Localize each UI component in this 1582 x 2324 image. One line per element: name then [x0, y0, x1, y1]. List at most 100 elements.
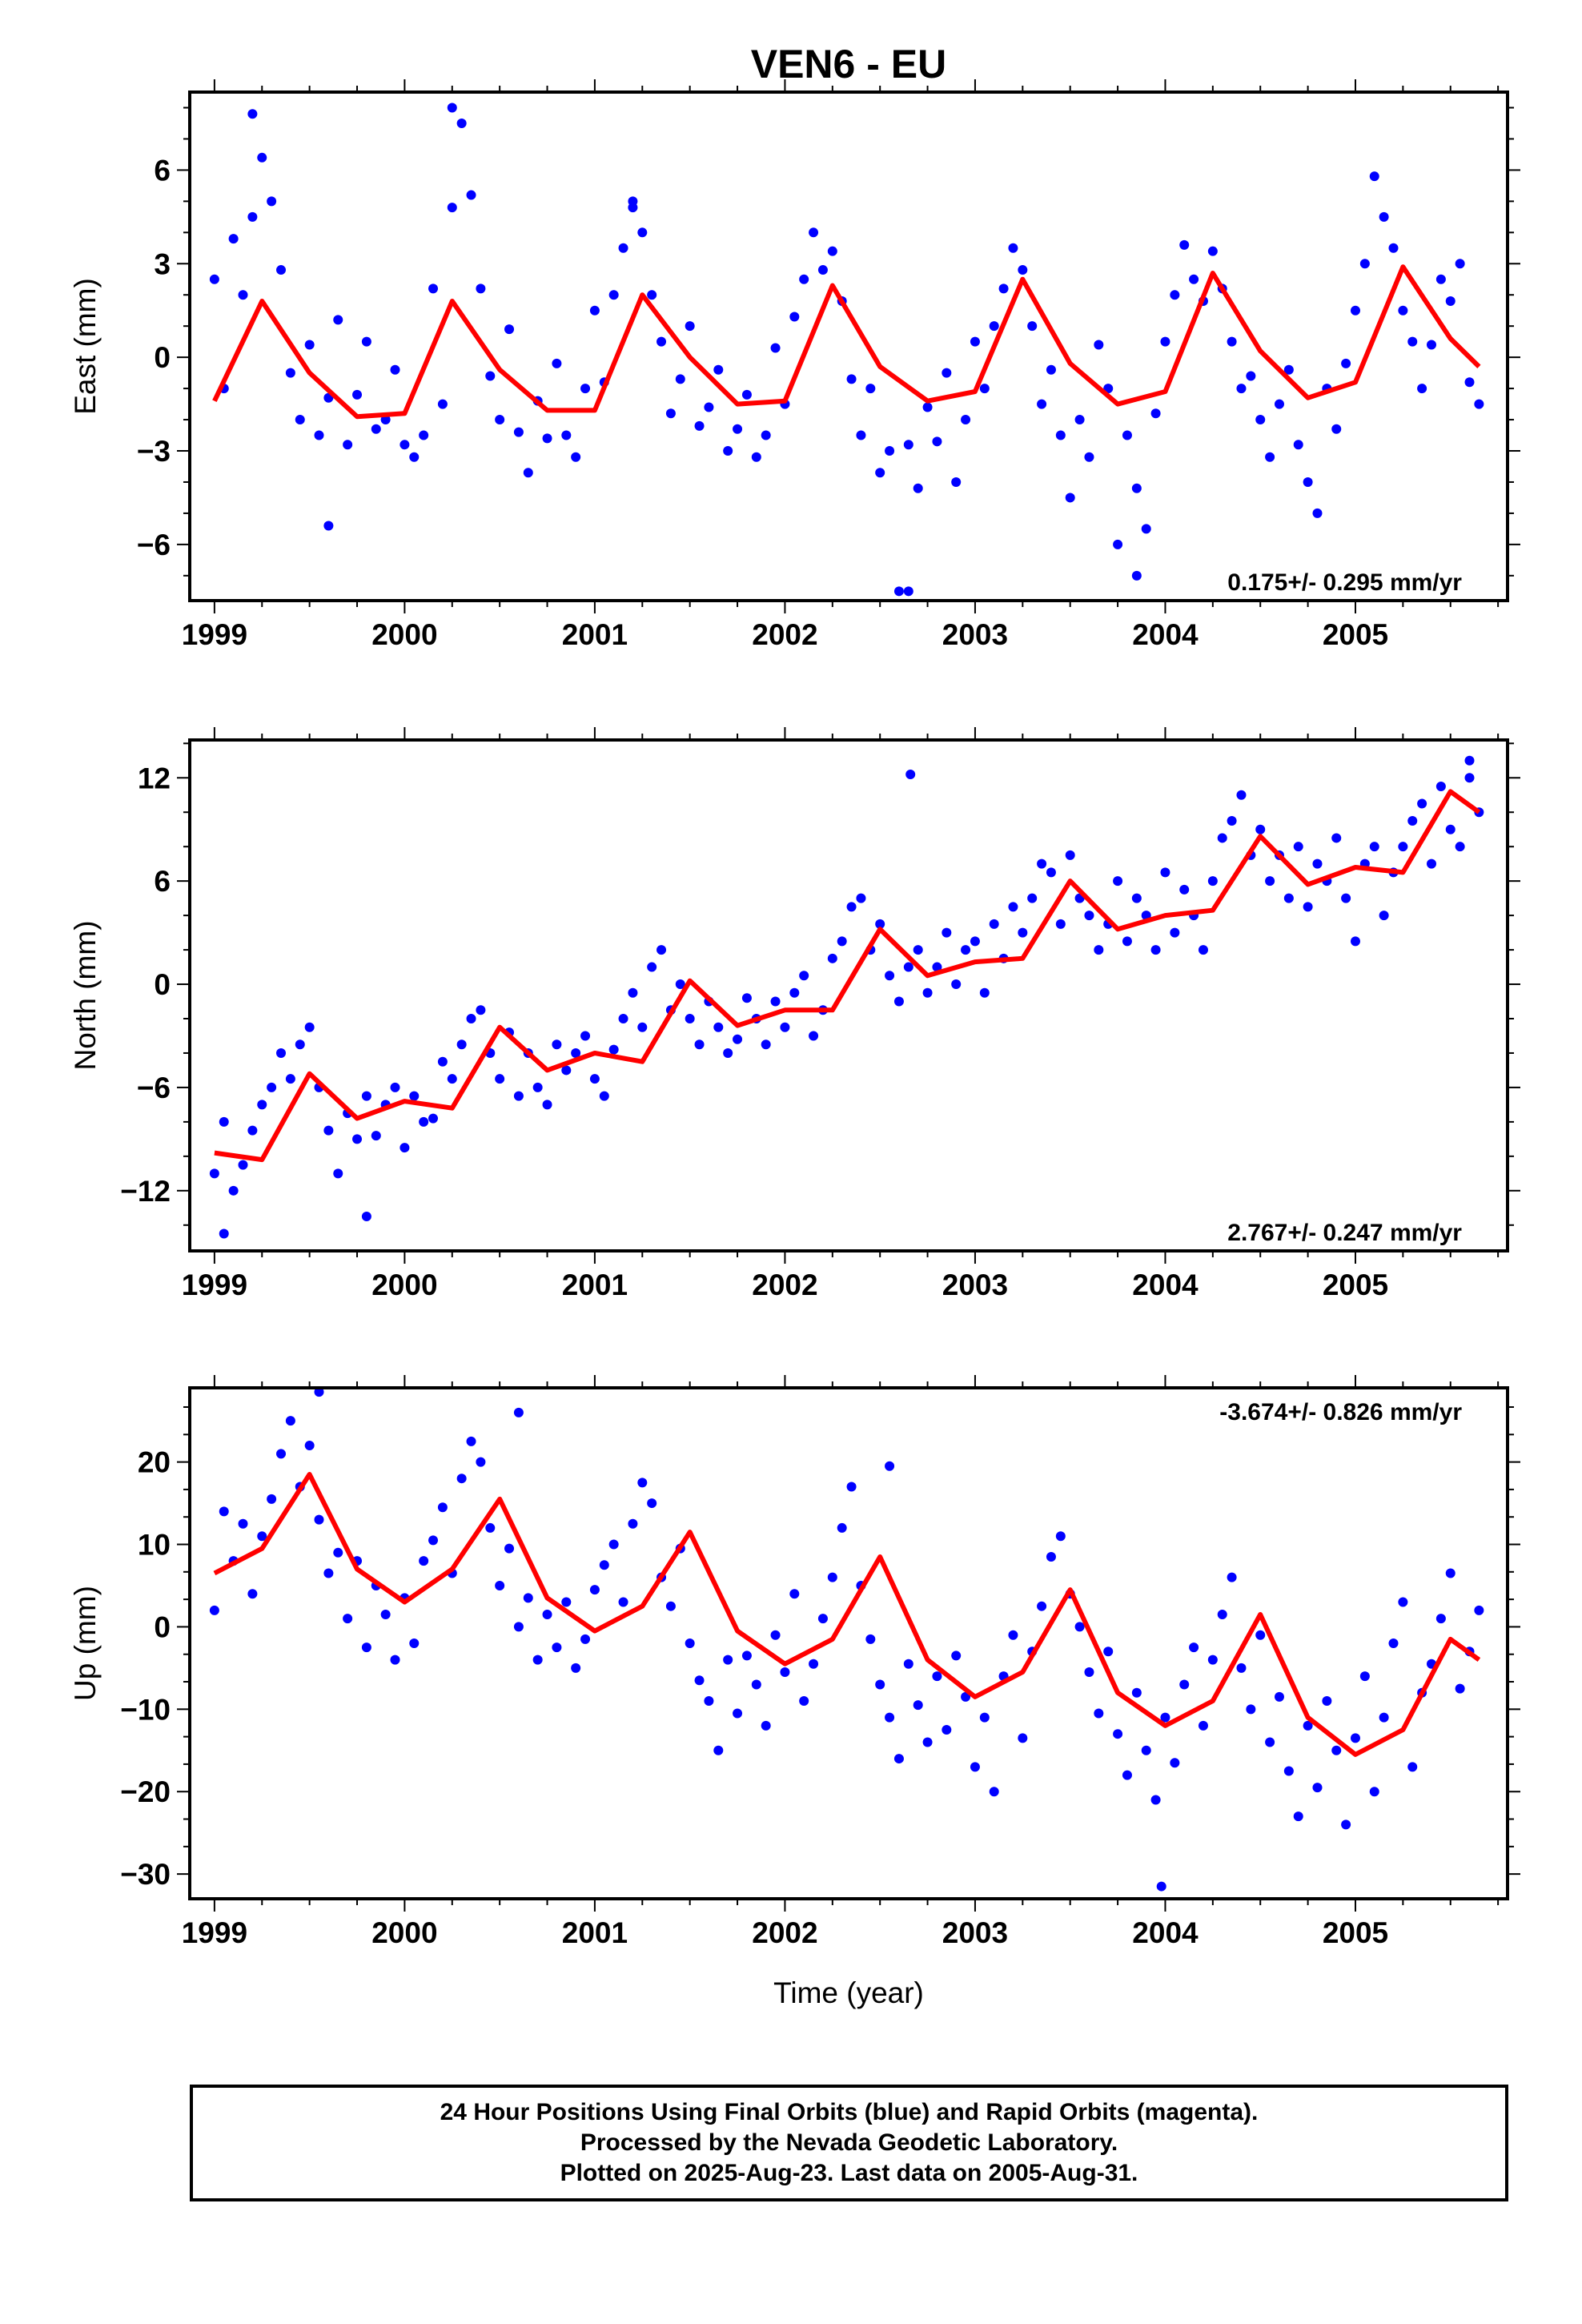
data-point	[704, 402, 714, 412]
data-point	[846, 902, 857, 912]
data-point	[1341, 358, 1351, 368]
data-point	[456, 1474, 467, 1484]
data-point	[1388, 243, 1399, 253]
data-point	[751, 1679, 761, 1690]
data-point	[466, 1436, 476, 1446]
data-point	[333, 1168, 343, 1179]
data-point	[1312, 1783, 1323, 1793]
data-point	[893, 1754, 904, 1764]
data-point	[628, 987, 638, 998]
data-point	[1207, 1655, 1218, 1665]
data-point	[1027, 321, 1038, 332]
data-point	[1156, 1881, 1166, 1892]
y-tick-label: −10	[120, 1693, 171, 1726]
data-point	[1369, 842, 1379, 852]
data-point	[1246, 371, 1256, 381]
data-point	[913, 1700, 923, 1711]
data-point	[1283, 364, 1294, 375]
data-point	[447, 203, 457, 213]
data-point	[875, 1679, 885, 1690]
data-point	[1417, 798, 1427, 809]
data-point	[1265, 452, 1275, 462]
data-point	[456, 1039, 467, 1050]
data-point	[495, 415, 505, 425]
data-point	[799, 274, 809, 284]
data-point	[1388, 1638, 1399, 1648]
data-point	[647, 962, 657, 972]
data-point	[951, 476, 962, 487]
data-point	[1464, 377, 1475, 388]
data-point	[1407, 815, 1418, 826]
data-point	[961, 415, 971, 425]
data-point	[428, 1535, 439, 1546]
data-point	[951, 1651, 962, 1661]
plot-area	[209, 1388, 1484, 1892]
data-point	[409, 1091, 420, 1101]
data-point	[741, 1651, 752, 1661]
data-point	[238, 1160, 248, 1170]
data-point	[1160, 1712, 1170, 1723]
data-point	[1350, 305, 1360, 316]
data-point	[304, 340, 315, 350]
data-point	[1407, 336, 1418, 347]
data-point	[532, 1082, 543, 1092]
data-point	[561, 1597, 572, 1607]
data-point	[1322, 1696, 1332, 1707]
data-point	[295, 1039, 305, 1050]
data-point	[1255, 824, 1266, 834]
data-point	[932, 1671, 942, 1682]
data-point	[532, 1655, 543, 1665]
data-point	[970, 1762, 980, 1772]
data-point	[1407, 1762, 1418, 1772]
data-point	[733, 1708, 743, 1719]
x-tick-label: 2002	[752, 1269, 817, 1301]
data-point	[1160, 867, 1170, 878]
data-point	[1074, 1622, 1085, 1632]
data-point	[770, 996, 781, 1007]
data-point	[589, 1585, 600, 1595]
data-point	[799, 971, 809, 981]
panel-3: 1999 2000 2001 2002 2003 2004 2005 −30 −20 −10 0 10…	[69, 1375, 1520, 2009]
y-tick-label: 3	[154, 247, 171, 280]
y-tick-label: −30	[120, 1858, 171, 1891]
data-point	[1046, 867, 1056, 878]
data-point	[1474, 1605, 1484, 1615]
data-point	[361, 1642, 371, 1653]
data-point	[1369, 1787, 1379, 1797]
data-point	[1055, 1531, 1066, 1542]
data-point	[1150, 408, 1161, 419]
x-tick-label: 2001	[562, 1269, 628, 1301]
data-point	[961, 1691, 971, 1702]
data-point	[390, 1082, 400, 1092]
data-point	[485, 1522, 496, 1533]
data-point	[704, 1696, 714, 1707]
data-point	[846, 1482, 857, 1492]
data-point	[542, 1609, 552, 1619]
plot-area	[209, 755, 1484, 1239]
data-point	[343, 1614, 353, 1624]
data-point	[352, 1134, 363, 1144]
data-point	[228, 234, 239, 244]
data-point	[875, 468, 885, 478]
data-point	[637, 1478, 648, 1488]
data-point	[989, 1787, 999, 1797]
data-point	[713, 364, 724, 375]
data-point	[580, 1031, 591, 1041]
data-point	[495, 1074, 505, 1084]
data-point	[267, 1494, 277, 1504]
data-point	[713, 1745, 724, 1755]
data-point	[1417, 384, 1427, 394]
data-point	[1379, 1712, 1389, 1723]
data-point	[913, 483, 923, 493]
data-point	[361, 1091, 371, 1101]
data-point	[371, 424, 381, 434]
data-point	[257, 1100, 267, 1110]
data-point	[599, 1560, 609, 1570]
data-point	[219, 1116, 229, 1127]
data-point	[628, 1518, 638, 1529]
data-point	[1303, 902, 1313, 912]
data-point	[1170, 290, 1180, 300]
data-point	[419, 1116, 429, 1127]
y-axis-label: East (mm)	[69, 278, 102, 415]
